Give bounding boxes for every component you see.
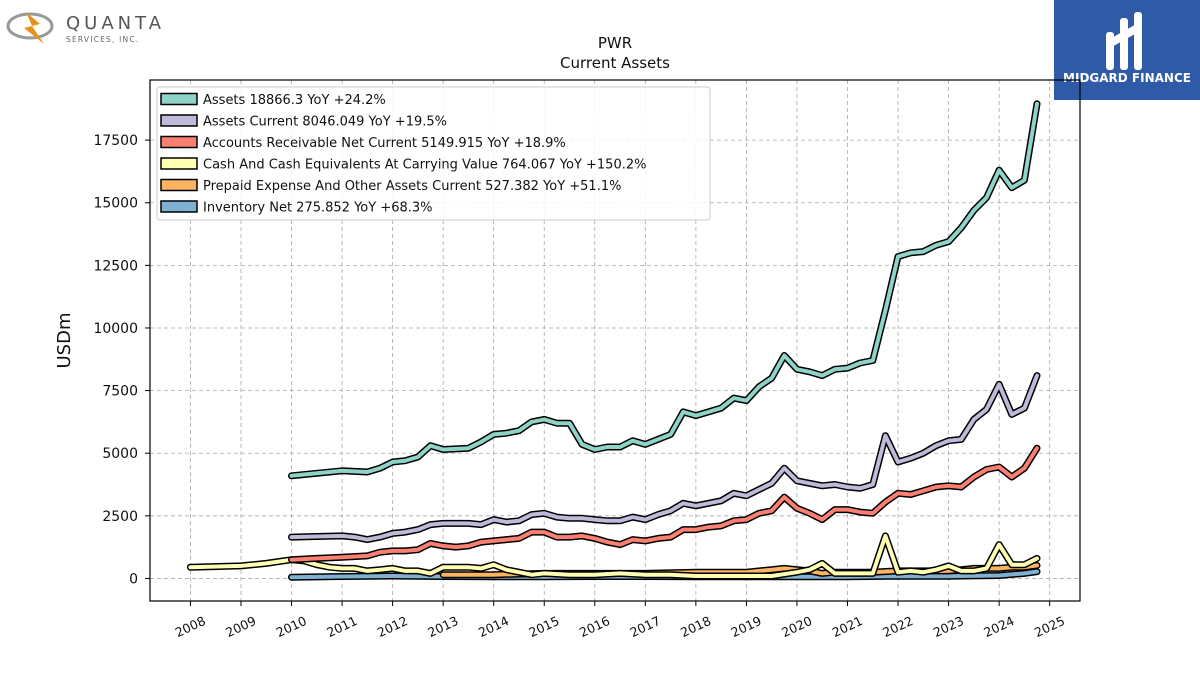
x-tick-label: 2010	[274, 613, 309, 640]
x-tick-label: 2016	[577, 613, 612, 640]
x-tick-label: 2012	[375, 613, 410, 640]
series-line	[289, 373, 1039, 542]
legend-label: Accounts Receivable Net Current 5149.915…	[203, 136, 566, 151]
midgard-finance-logo: MIDGARD FINANCE	[1054, 0, 1200, 100]
legend-swatch	[160, 114, 198, 127]
x-tick-label: 2021	[830, 613, 865, 640]
y-tick-label: 10000	[93, 321, 138, 337]
y-tick-label: 2500	[102, 509, 138, 525]
legend-label: Inventory Net 275.852 YoY +68.3%	[203, 201, 433, 216]
legend-box	[156, 86, 711, 221]
quanta-logo: QUANTA SERVICES, INC.	[4, 4, 164, 48]
x-tick-label: 2020	[779, 613, 814, 640]
y-tick-label: 5000	[102, 446, 138, 462]
x-tick-label: 2025	[1032, 613, 1067, 640]
x-tick-label: 2008	[173, 613, 208, 640]
series-assets	[288, 100, 1041, 480]
y-tick-label: 7500	[102, 384, 138, 400]
y-tick-label: 15000	[93, 196, 138, 212]
x-tick-label: 2017	[628, 613, 663, 640]
x-tick-label: 2015	[526, 613, 561, 640]
chart-title: PWR	[598, 34, 632, 52]
legend-swatch	[160, 92, 198, 106]
y-tick-label: 12500	[93, 258, 138, 274]
legend-label: Assets 18866.3 YoY +24.2%	[203, 93, 386, 108]
x-tick-label: 2024	[981, 613, 1016, 640]
quanta-logo-name: QUANTA	[66, 13, 164, 34]
x-tick-label: 2019	[729, 613, 764, 640]
x-tick-label: 2014	[476, 613, 511, 640]
x-tick-label: 2009	[223, 613, 258, 640]
quanta-logo-subtitle: SERVICES, INC.	[66, 35, 139, 44]
legend: Assets 18866.3 YoY +24.2% Assets Current …	[156, 86, 711, 221]
series-line	[289, 446, 1039, 562]
legend-label: Prepaid Expense And Other Assets Current…	[203, 179, 621, 194]
legend-label: Assets Current 8046.049 YoY +19.5%	[203, 115, 447, 130]
legend-label: Cash And Cash Equivalents At Carrying Va…	[203, 158, 646, 173]
midgard-mark-icon	[1106, 12, 1142, 70]
series-assets-current	[288, 372, 1041, 544]
series-accounts-receivable-net-current	[288, 444, 1041, 564]
legend-swatch	[160, 178, 198, 192]
x-tick-label: 2011	[324, 613, 359, 640]
chart-subtitle: Current Assets	[560, 54, 670, 72]
y-tick-label: 17500	[93, 133, 138, 149]
x-tick-label: 2023	[931, 613, 966, 640]
series-line	[289, 101, 1039, 478]
series-cash-and-cash-equivalents-at-carrying-value	[186, 532, 1041, 580]
plot-frame	[149, 79, 1081, 602]
series-line	[188, 533, 1039, 578]
globe-swoosh-icon	[6, 12, 54, 40]
y-axis-label: USDm	[54, 313, 75, 369]
legend-swatch	[160, 135, 198, 149]
x-tick-label: 2018	[678, 613, 713, 640]
legend-swatch	[160, 200, 198, 213]
series-layer	[186, 100, 1041, 581]
lightning-bolt-icon	[24, 12, 44, 44]
x-tick-label: 2022	[880, 613, 915, 640]
legend-swatch	[160, 157, 198, 170]
series-outline	[288, 444, 1041, 564]
midgard-logo-name: MIDGARD FINANCE	[1063, 71, 1191, 85]
x-tick-label: 2013	[425, 613, 460, 640]
y-tick-label: 0	[129, 571, 138, 587]
